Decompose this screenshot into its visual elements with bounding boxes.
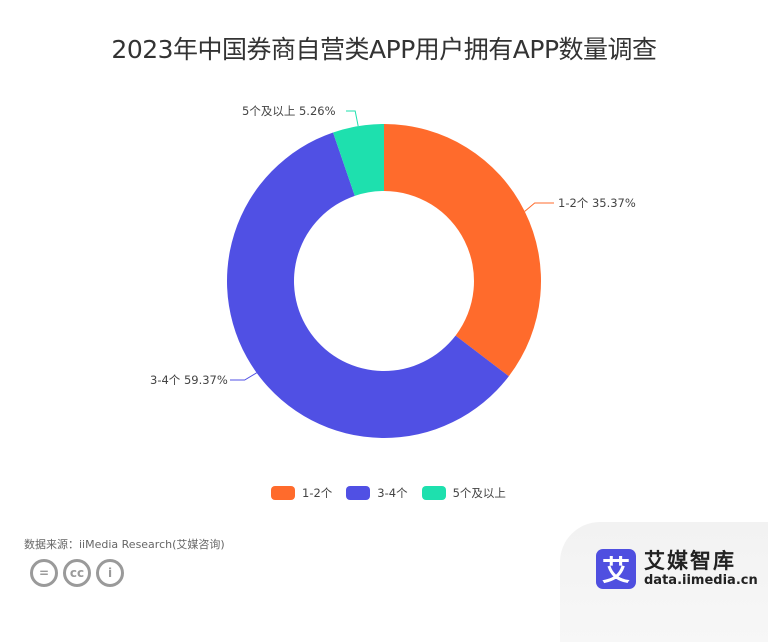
legend-item-5-plus[interactable]: 5个及以上 [421,485,506,501]
brand-url: data.iimedia.cn [644,573,758,588]
legend-swatch [346,486,371,500]
donut-slice[interactable] [333,124,384,196]
data-label-3-4: 3-4个 59.37% [150,373,228,387]
data-source: 数据来源：iiMedia Research(艾媒咨询) [24,538,225,551]
brand: 艾 艾媒智库 data.iimedia.cn [596,549,758,589]
legend-label: 3-4个 [377,486,408,500]
donut-slice[interactable] [384,124,541,377]
brand-logo-icon: 艾 [596,549,636,589]
legend: 1-2个 3-4个 5个及以上 [271,485,520,501]
donut-slice[interactable] [227,132,509,438]
donut-slices [227,124,541,438]
label-leader-lines [230,110,554,381]
data-label-1-2: 1-2个 35.37% [558,196,636,210]
data-label-5-plus: 5个及以上 5.26% [242,104,336,118]
license-icons: = cc i [30,559,129,587]
donut-chart [227,110,554,438]
cc-icon: cc [63,559,91,587]
equals-icon: = [30,559,58,587]
person-icon: i [96,559,124,587]
legend-label: 5个及以上 [452,486,506,500]
legend-item-1-2[interactable]: 1-2个 [271,485,332,501]
legend-item-3-4[interactable]: 3-4个 [346,485,408,501]
legend-label: 1-2个 [302,486,333,500]
legend-swatch [271,486,295,500]
leader-line [346,110,359,127]
leader-line [230,372,257,381]
chart-title: 2023年中国券商自营类APP用户拥有APP数量调查 [111,35,657,64]
brand-name: 艾媒智库 [644,549,736,573]
leader-line [524,202,554,212]
legend-swatch [421,486,446,500]
